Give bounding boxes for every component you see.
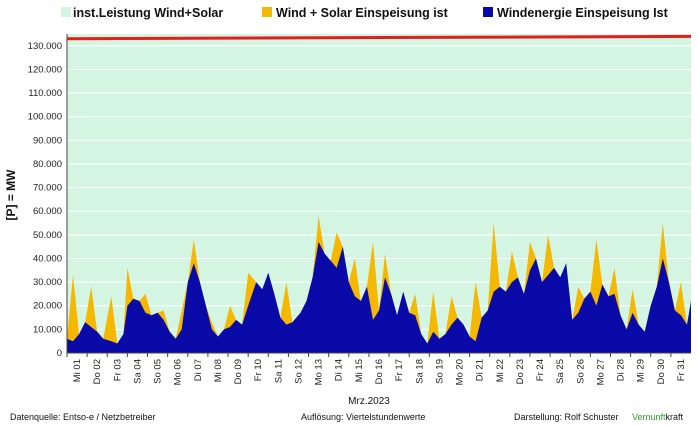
legend-label-wind: Windenergie Einspeisung Ist — [497, 6, 669, 20]
y-tick-label: 0 — [57, 348, 62, 359]
x-tick-label: Di 21 — [475, 359, 486, 381]
y-tick-label: 100.000 — [28, 112, 62, 123]
x-tick-label: Fr 17 — [394, 359, 405, 381]
x-tick-label: Di 28 — [616, 359, 627, 381]
x-tick-label: Sa 04 — [132, 359, 143, 384]
y-tick-label: 10.000 — [33, 324, 62, 335]
y-tick-label: 30.000 — [33, 277, 62, 288]
x-tick-label: Di 14 — [334, 359, 345, 381]
legend-swatch-wind — [483, 7, 493, 17]
legend: inst.Leistung Wind+Solar Wind + Solar Ei… — [61, 6, 669, 20]
y-tick-label: 90.000 — [33, 135, 62, 146]
x-axis-label: Mrz.2023 — [348, 396, 390, 407]
y-tick-label: 120.000 — [28, 64, 62, 75]
x-tick-label: Mi 15 — [354, 359, 365, 382]
x-tick-label: Fr 10 — [253, 359, 264, 381]
x-tick-label: Mi 22 — [495, 359, 506, 382]
legend-label-wind-solar: Wind + Solar Einspeisung ist — [276, 6, 449, 20]
x-axis-ticks: Mi 01 Do 02 Fr 03 Sa 04 So 05 Mo 06 Di 07 Mi 08… — [66, 353, 687, 385]
footer-resolution: Auflösung: Viertelstundenwerte — [301, 412, 426, 422]
x-tick-label: Mi 29 — [636, 359, 647, 382]
x-tick-label: So 05 — [153, 359, 164, 384]
x-tick-label: Fr 24 — [535, 359, 546, 381]
x-tick-label: Mo 06 — [173, 359, 184, 385]
x-tick-label: Sa 25 — [555, 359, 566, 384]
x-tick-label: Do 02 — [92, 359, 103, 384]
y-tick-label: 110.000 — [28, 88, 62, 99]
y-tick-label: 70.000 — [33, 183, 62, 194]
y-tick-label: 60.000 — [33, 206, 62, 217]
y-tick-label: 130.000 — [28, 41, 62, 52]
x-tick-label: Mo 20 — [455, 359, 466, 385]
legend-swatch-wind-solar — [262, 7, 272, 17]
footer-author: Darstellung: Rolf Schuster — [514, 412, 619, 422]
y-tick-label: 80.000 — [33, 159, 62, 170]
installed-capacity-line — [66, 34, 692, 41]
x-tick-label: Fr 31 — [676, 359, 687, 381]
y-tick-label: 50.000 — [33, 230, 62, 241]
y-tick-label: 20.000 — [33, 301, 62, 312]
x-tick-label: Di 07 — [193, 359, 204, 381]
legend-label-installed: inst.Leistung Wind+Solar — [73, 6, 223, 20]
x-tick-label: Do 30 — [656, 359, 667, 384]
x-tick-label: Mo 27 — [595, 359, 606, 385]
x-tick-label: So 19 — [434, 359, 445, 384]
y-tick-label: 40.000 — [33, 253, 62, 264]
x-tick-label: Sa 18 — [414, 359, 425, 384]
footer-brand: Vernunftkraft — [632, 412, 683, 422]
x-tick-label: Mo 13 — [314, 359, 325, 385]
x-tick-label: Mi 01 — [72, 359, 83, 382]
wind-area — [67, 241, 691, 353]
brand-name-part1: Vernunft — [632, 412, 666, 422]
y-axis-label: [P] = MW — [4, 169, 18, 221]
x-tick-label: Mi 08 — [213, 359, 224, 382]
grid — [67, 45, 691, 354]
x-tick-label: Fr 03 — [112, 359, 123, 381]
x-tick-label: So 12 — [293, 359, 304, 384]
brand-name-part2: kraft — [665, 412, 684, 422]
x-tick-label: Do 09 — [233, 359, 244, 384]
legend-swatch-installed — [61, 7, 71, 17]
y-axis-ticks: 0 10.000 20.000 30.000 40.000 50.000 60.000 70.… — [28, 41, 62, 359]
x-tick-label: Sa 11 — [273, 359, 284, 383]
x-tick-label: So 26 — [575, 359, 586, 384]
x-tick-label: Do 16 — [374, 359, 385, 384]
footer-source: Datenquelle: Entso-e / Netzbetreiber — [10, 412, 156, 422]
x-tick-label: Do 23 — [515, 359, 526, 384]
